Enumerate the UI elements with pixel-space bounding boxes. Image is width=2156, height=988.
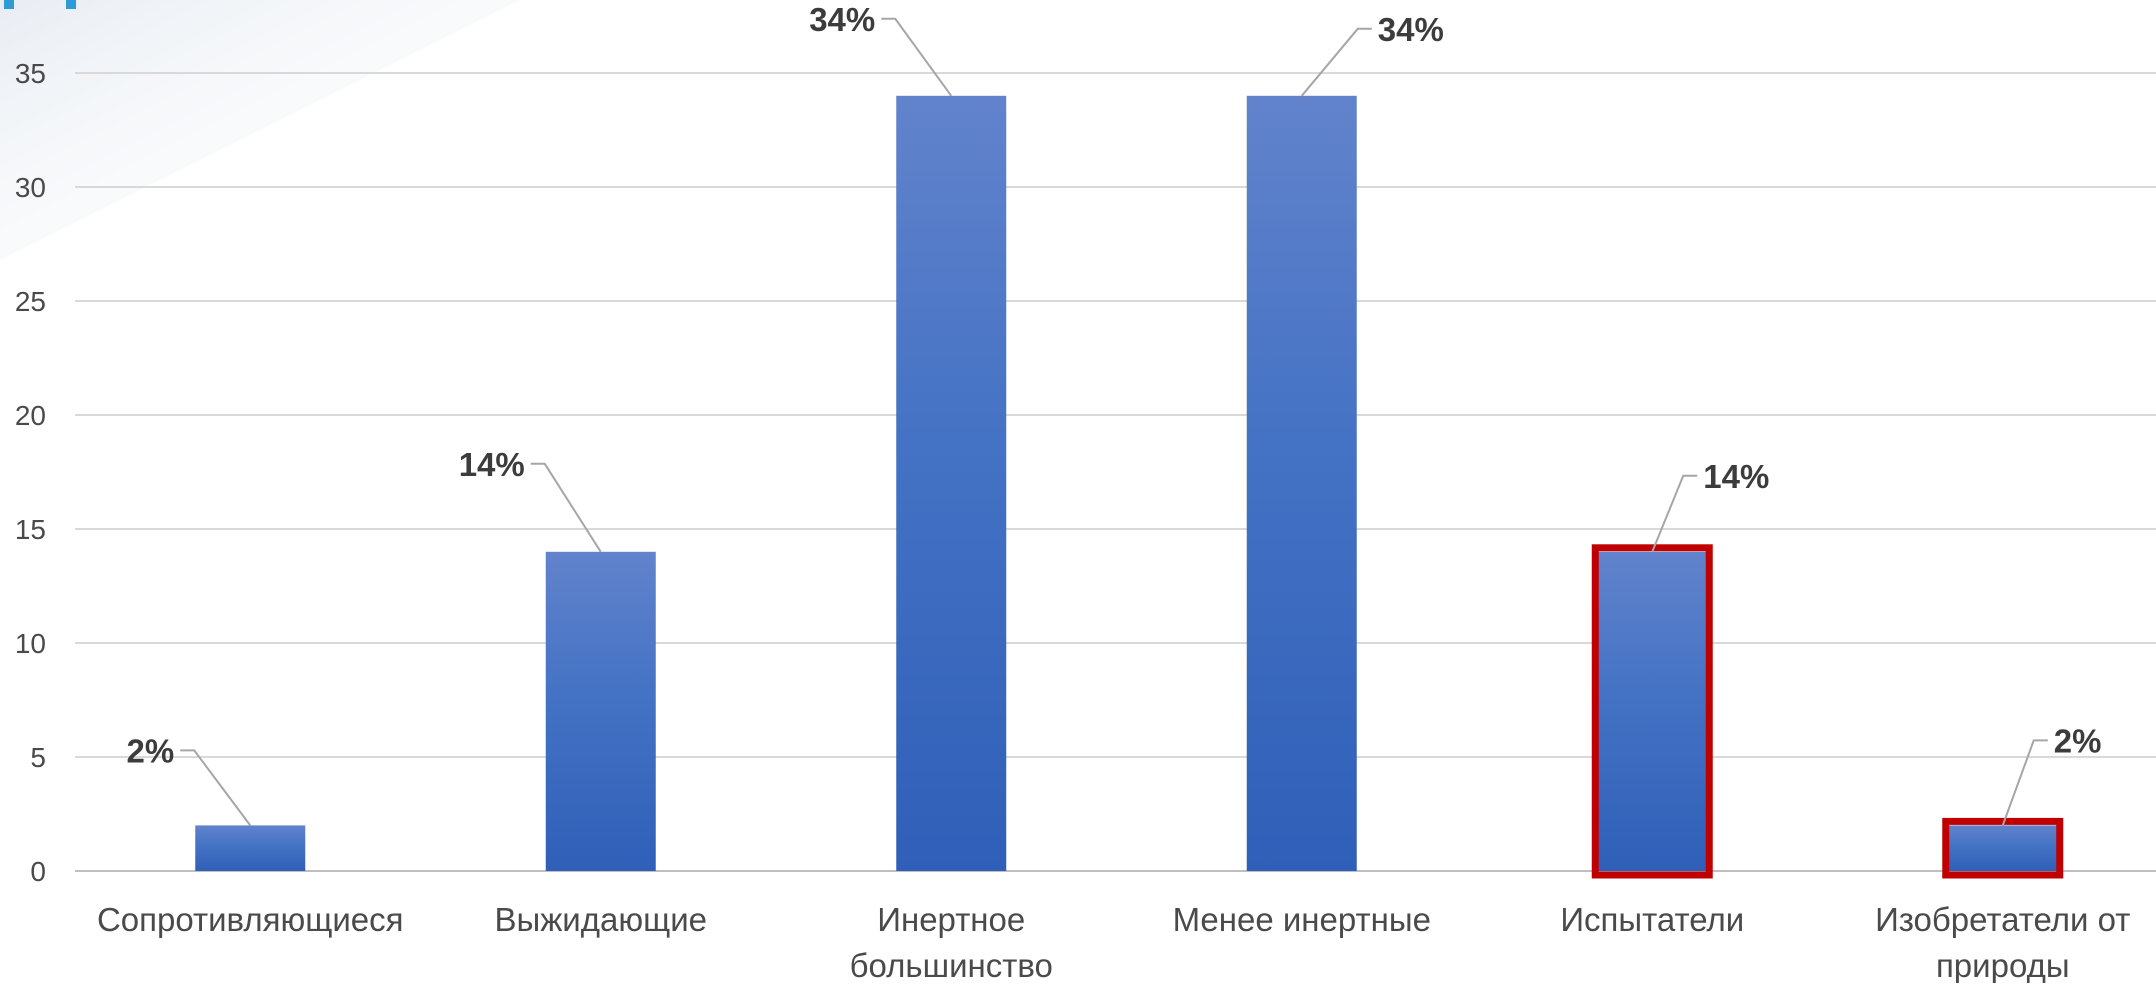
gridlines [75,72,2156,872]
category-label: Испытатели [1560,901,1744,938]
category-label: Инертное [877,901,1025,938]
data-label: 14% [459,446,525,483]
category-label: природы [1936,947,2070,983]
bar [896,95,1007,872]
data-labels: 2% 14% 34% 34% 14% 2% [127,1,2102,770]
data-label: 14% [1703,458,1769,495]
bar [1597,551,1708,871]
bar [1947,825,2058,871]
category-label: Выжидающие [494,901,707,938]
y-tick-label: 35 [15,58,46,89]
leader-line [1300,27,1372,97]
y-tick-label: 25 [15,286,46,317]
bars [195,95,2064,879]
background-decoration [0,0,520,260]
accent-mark [66,0,76,9]
y-tick-label: 20 [15,400,46,431]
leader-lines [180,17,2048,826]
data-label: 34% [809,1,875,38]
category-label: Изобретатели от [1875,901,2130,938]
category-label: Сопротивляющиеся [97,901,404,938]
y-tick-label: 15 [15,514,46,545]
bar [195,825,306,871]
category-label: большинство [850,947,1053,983]
leader-line [1651,474,1698,553]
leader-line [2001,739,2048,826]
leader-line [881,17,953,97]
data-label: 2% [127,732,175,769]
y-axis-ticks: 0 5 10 15 20 25 30 35 [15,58,46,887]
leader-line [530,462,602,553]
leader-line [180,749,252,826]
accent-mark [4,0,14,9]
data-label: 34% [1378,11,1444,48]
highlight-frame [1942,817,2064,879]
bar [1246,95,1357,872]
y-tick-label: 0 [30,856,46,887]
y-tick-label: 10 [15,628,46,659]
y-tick-label: 5 [30,742,46,773]
category-label: Менее инертные [1173,901,1431,938]
highlight-frame [1591,544,1713,879]
bar [545,551,656,871]
data-label: 2% [2054,722,2102,759]
y-tick-label: 30 [15,172,46,203]
x-axis-categories: Сопротивляющиеся Выжидающие Инертное больши… [97,901,2130,984]
